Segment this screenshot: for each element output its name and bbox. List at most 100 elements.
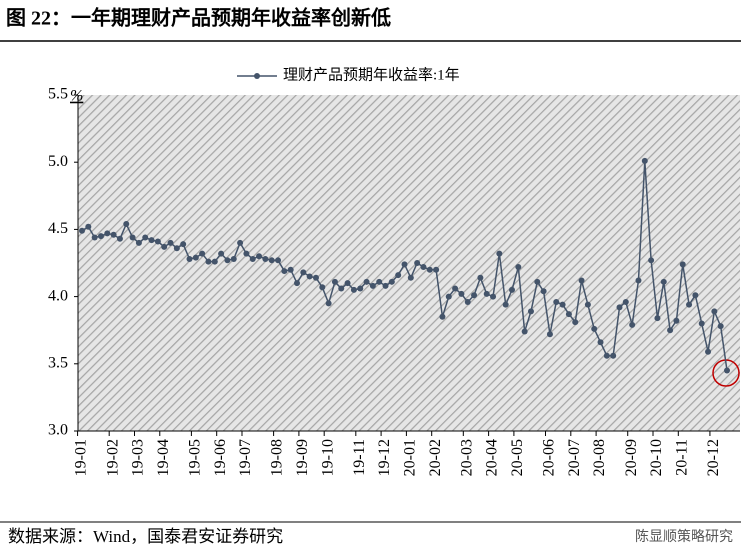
data-point (641, 157, 648, 164)
x-tick-label: 20-05 (509, 439, 526, 476)
data-point (540, 288, 547, 295)
data-point (686, 301, 693, 308)
data-point (135, 239, 142, 246)
data-point (673, 317, 680, 324)
data-point (230, 255, 237, 262)
data-point (85, 223, 92, 230)
data-point (97, 233, 104, 240)
data-point (382, 282, 389, 289)
data-point (534, 278, 541, 285)
x-tick-label: 19-03 (130, 439, 147, 476)
data-point (660, 278, 667, 285)
data-point (496, 250, 503, 257)
data-point (243, 250, 250, 257)
x-tick-label: 19-10 (319, 439, 336, 476)
data-point (553, 298, 560, 305)
data-point (452, 285, 459, 292)
data-point (629, 321, 636, 328)
data-point (597, 339, 604, 346)
data-point (287, 266, 294, 273)
x-tick-label: 20-01 (401, 439, 418, 476)
data-point (502, 301, 509, 308)
data-point (123, 221, 130, 228)
data-point (445, 293, 452, 300)
data-point (527, 308, 534, 315)
x-tick-label: 19-12 (376, 439, 393, 476)
data-point (350, 286, 357, 293)
plot-area (78, 95, 740, 431)
y-tick-label: 5.0 (48, 153, 68, 170)
data-point (275, 257, 282, 264)
data-point (338, 285, 345, 292)
data-point (218, 250, 225, 257)
data-point (426, 266, 433, 273)
data-point (711, 308, 718, 315)
data-point (546, 331, 553, 338)
chart-title: 图 22：一年期理财产品预期年收益率创新低 (6, 6, 391, 30)
data-point (319, 284, 326, 291)
y-tick-label: 3.5 (48, 354, 68, 371)
y-tick-label: 4.0 (48, 287, 68, 304)
x-tick-label: 19-07 (237, 439, 254, 476)
data-point (724, 367, 730, 374)
data-point (388, 278, 395, 285)
data-point (167, 239, 174, 246)
y-tick-label: 4.5 (48, 220, 68, 237)
data-point (224, 257, 231, 264)
data-point (91, 234, 98, 241)
data-point (148, 237, 155, 244)
data-point (180, 241, 187, 248)
data-point (622, 298, 629, 305)
data-point (211, 258, 218, 265)
data-point (635, 277, 642, 284)
y-tick-label: 3.0 (48, 422, 68, 439)
y-unit: % (70, 88, 83, 105)
data-point (142, 234, 149, 241)
data-point (154, 238, 161, 245)
y-tick-label: 5.5 (48, 86, 68, 103)
x-tick-label: 19-08 (269, 439, 286, 476)
data-point (433, 266, 440, 273)
data-point (116, 235, 123, 242)
x-tick-label: 19-09 (294, 439, 311, 476)
x-tick-label: 19-04 (155, 439, 172, 476)
data-point (578, 277, 585, 284)
data-point (262, 255, 269, 262)
data-point (192, 254, 199, 261)
x-tick-label: 20-10 (648, 439, 665, 476)
data-point (344, 280, 351, 287)
data-point (407, 274, 414, 281)
data-point (294, 280, 300, 287)
x-tick-label: 19-06 (212, 439, 229, 476)
source: 数据来源：Wind，国泰君安证券研究 (8, 527, 283, 546)
data-point (186, 255, 193, 262)
data-point (363, 278, 370, 285)
data-point (281, 268, 288, 275)
x-tick-label: 20-08 (591, 439, 608, 476)
data-point (572, 319, 579, 326)
data-point (591, 325, 598, 332)
data-point (237, 239, 244, 246)
data-point (300, 269, 307, 276)
data-point (79, 227, 85, 234)
data-point (395, 272, 402, 279)
data-point (705, 348, 712, 355)
data-point (717, 323, 724, 330)
data-point (679, 261, 686, 268)
x-tick-label: 20-04 (484, 439, 501, 476)
data-point (376, 278, 383, 285)
data-point (559, 301, 566, 308)
x-tick-label: 19-11 (351, 439, 368, 476)
x-tick-label: 19-01 (73, 439, 90, 476)
data-point (306, 273, 313, 280)
x-tick-label: 19-02 (104, 439, 121, 476)
data-point (331, 278, 338, 285)
data-point (509, 286, 515, 293)
data-point (110, 231, 117, 238)
data-point (401, 261, 408, 268)
x-tick-label: 20-06 (541, 439, 558, 476)
data-point (698, 320, 705, 327)
legend-label: 理财产品预期年收益率:1年 (283, 66, 460, 83)
data-point (129, 234, 136, 241)
data-point (104, 230, 111, 237)
